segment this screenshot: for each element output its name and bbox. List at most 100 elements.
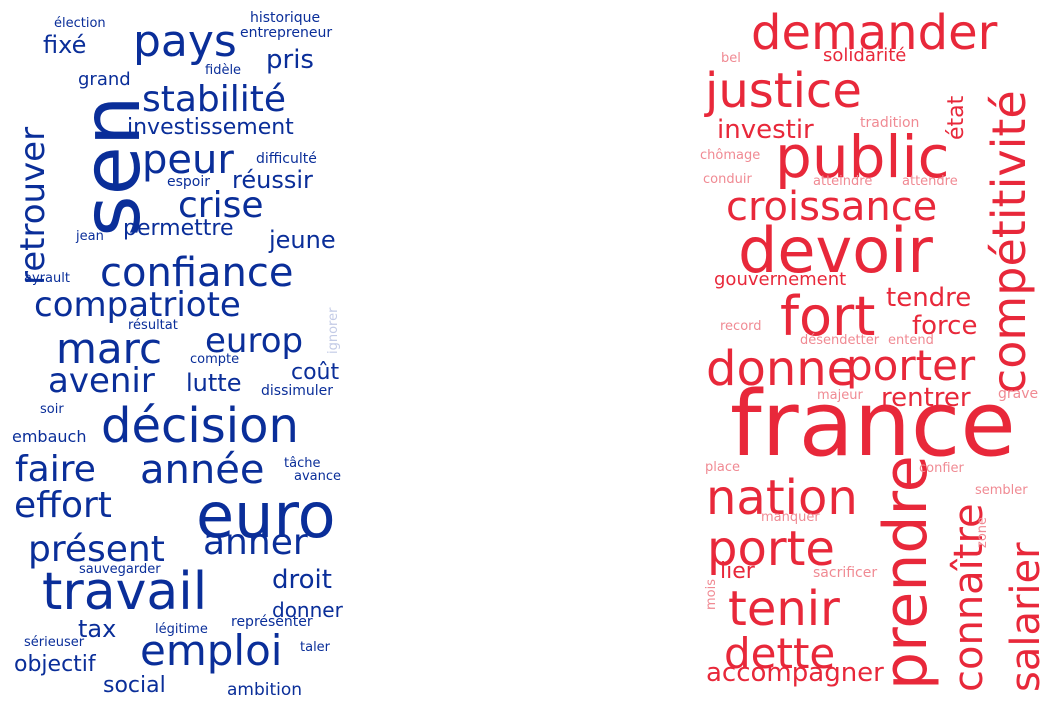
word-crise: crise <box>178 185 264 226</box>
word-entrepreneur: entrepreneur <box>240 25 333 41</box>
word-dissimuler: dissimuler <box>261 383 334 399</box>
word-porte: porte <box>707 521 835 577</box>
word-grave: grave <box>998 386 1039 402</box>
word-anner: anner <box>203 522 308 563</box>
word-sacrificer: sacrificer <box>813 565 878 581</box>
word-record: record <box>720 319 762 334</box>
word-marc: marc <box>56 324 163 373</box>
word-cout: coût <box>291 360 340 385</box>
word-decision: décision <box>101 398 299 454</box>
word-travail: travail <box>42 562 208 622</box>
word-etat: état <box>944 95 969 140</box>
word-ambition: ambition <box>227 680 303 700</box>
word-grand: grand <box>78 69 131 90</box>
word-accompagner: accompagner <box>706 658 884 688</box>
word-taler: taler <box>300 640 331 655</box>
word-difficulte: difficulté <box>256 151 317 167</box>
word-tendre: tendre <box>886 283 972 313</box>
word-manquer: manquer <box>761 510 820 525</box>
word-investissement: investissement <box>127 115 294 140</box>
word-reussir: réussir <box>232 166 313 194</box>
word-compatriote: compatriote <box>34 285 241 325</box>
word-confiance: confiance <box>100 250 294 296</box>
word-ignorer: ignorer <box>326 307 341 354</box>
word-fort: fort <box>780 285 876 348</box>
word-serieuser: sérieuser <box>24 635 85 650</box>
word-public: public <box>775 123 950 191</box>
word-jean: jean <box>76 229 104 244</box>
word-rentrer: rentrer <box>881 383 971 413</box>
word-demander: demander <box>751 5 998 61</box>
word-majeur: majeur <box>817 388 863 403</box>
word-election: élection <box>54 16 106 31</box>
word-ayrault: ayrault <box>24 271 70 286</box>
word-tenir: tenir <box>728 581 840 637</box>
word-donner: donner <box>272 598 343 622</box>
word-competitivite: compétitivité <box>982 90 1036 394</box>
word-soir: soir <box>40 402 64 417</box>
word-tache: tâche <box>284 456 321 471</box>
word-place: place <box>705 460 740 475</box>
word-espoir: espoir <box>167 174 211 190</box>
word-porter: porter <box>846 341 976 390</box>
word-retrouver: retrouver <box>13 126 53 285</box>
word-fidele: fidèle <box>205 63 242 78</box>
word-confier: confier <box>919 461 964 476</box>
word-chomage: chômage <box>700 148 761 163</box>
word-representer: représenter <box>231 614 313 630</box>
word-pays: pays <box>133 16 237 67</box>
word-dette: dette <box>724 629 836 678</box>
word-tax: tax <box>78 615 117 643</box>
word-legitime: légitime <box>155 622 208 637</box>
word-fixe: fixé <box>43 31 87 59</box>
word-peur: peur <box>142 137 234 183</box>
word-entend: entend <box>888 333 934 348</box>
right-word-cloud: demander justice compétitivité public ét… <box>700 0 1060 713</box>
word-lier: lier <box>720 559 755 584</box>
word-annee: année <box>140 447 265 493</box>
word-prendre: prendre <box>871 455 941 690</box>
word-atteindre: atteindre <box>813 174 873 189</box>
word-pris: pris <box>266 45 314 75</box>
word-embauch: embauch <box>12 427 87 446</box>
word-social: social <box>103 673 166 698</box>
word-attendre: attendre <box>902 174 958 189</box>
word-resultat: résultat <box>128 318 178 333</box>
word-avenir: avenir <box>48 361 155 401</box>
word-historique: historique <box>250 10 321 26</box>
word-desendetter: désendetter <box>800 333 880 348</box>
word-euro: euro <box>196 479 336 552</box>
word-faire: faire <box>15 449 96 490</box>
word-droit: droit <box>272 565 332 595</box>
word-zone: zone <box>975 516 990 548</box>
word-avance: avance <box>294 469 342 484</box>
word-permettre: permettre <box>123 216 234 241</box>
word-gouvernement: gouvernement <box>714 269 847 290</box>
word-justice: justice <box>705 63 862 119</box>
word-objectif: objectif <box>14 652 96 677</box>
word-france: france <box>730 372 1016 477</box>
word-croissance: croissance <box>726 184 938 230</box>
word-jeune: jeune <box>269 226 336 254</box>
word-nation: nation <box>706 470 858 526</box>
word-force: force <box>912 311 978 341</box>
word-mois: mois <box>704 578 719 610</box>
word-present: présent <box>28 529 165 570</box>
word-tradition: tradition <box>860 115 920 131</box>
word-sembler: sembler <box>975 483 1028 498</box>
word-conduir: conduir <box>703 172 752 187</box>
word-bel: bel <box>721 51 741 66</box>
word-solidarite: solidarité <box>823 45 907 66</box>
word-lutte: lutte <box>186 369 242 397</box>
word-compte: compte <box>190 352 240 367</box>
word-salarier: salarier <box>1003 542 1049 692</box>
word-devoir: devoir <box>738 214 933 287</box>
left-word-cloud: sen pays stabilité peur investissement c… <box>0 0 360 713</box>
word-effort: effort <box>14 485 112 526</box>
word-stabilite: stabilité <box>142 79 287 120</box>
word-sauvegarder: sauvegarder <box>79 562 161 577</box>
word-investir: investir <box>717 115 814 145</box>
word-donne: donne <box>706 341 857 397</box>
word-europ: europ <box>205 321 304 361</box>
word-emploi: emploi <box>140 626 283 675</box>
